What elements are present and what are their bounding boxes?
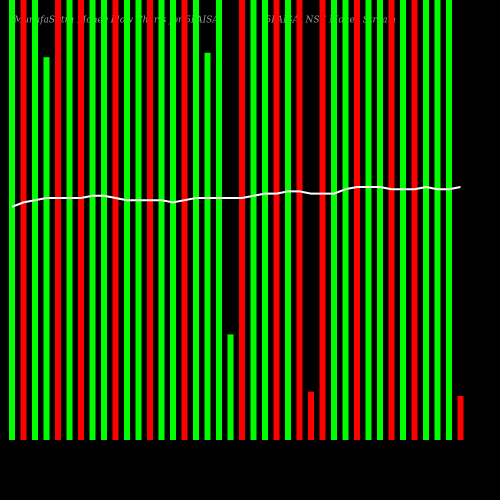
bar [216, 0, 222, 440]
bar [354, 0, 360, 440]
bar [342, 0, 349, 440]
bar [66, 0, 73, 440]
bar [319, 0, 326, 440]
bar [9, 0, 15, 440]
bar [377, 0, 383, 440]
chart-subtitle: (5PAISA) NSE Money Stream [262, 15, 396, 26]
bar [112, 0, 119, 440]
bar [43, 57, 50, 440]
bar [158, 0, 165, 440]
bar [193, 0, 199, 440]
bar [308, 391, 314, 440]
bar [135, 0, 142, 440]
bar [32, 0, 38, 440]
bar [204, 52, 211, 441]
bar [147, 0, 153, 440]
bar [250, 0, 257, 440]
bar [124, 0, 130, 440]
bar [170, 0, 176, 440]
bar [331, 0, 337, 440]
bar [388, 0, 395, 440]
bar [101, 0, 107, 440]
bar [434, 0, 441, 440]
bar [457, 396, 464, 440]
money-line [11, 185, 461, 208]
bar [262, 0, 268, 440]
bar [400, 0, 406, 440]
bar [423, 0, 429, 440]
bar [446, 0, 452, 440]
bar [181, 0, 188, 440]
bar [78, 0, 84, 440]
bar [296, 0, 303, 440]
bar [285, 0, 291, 440]
bar [55, 0, 61, 440]
bar [20, 0, 27, 440]
bar [273, 0, 280, 440]
bar [227, 334, 234, 440]
bar [89, 0, 96, 440]
bar [365, 0, 372, 440]
bar [239, 0, 245, 440]
bar [411, 0, 418, 440]
